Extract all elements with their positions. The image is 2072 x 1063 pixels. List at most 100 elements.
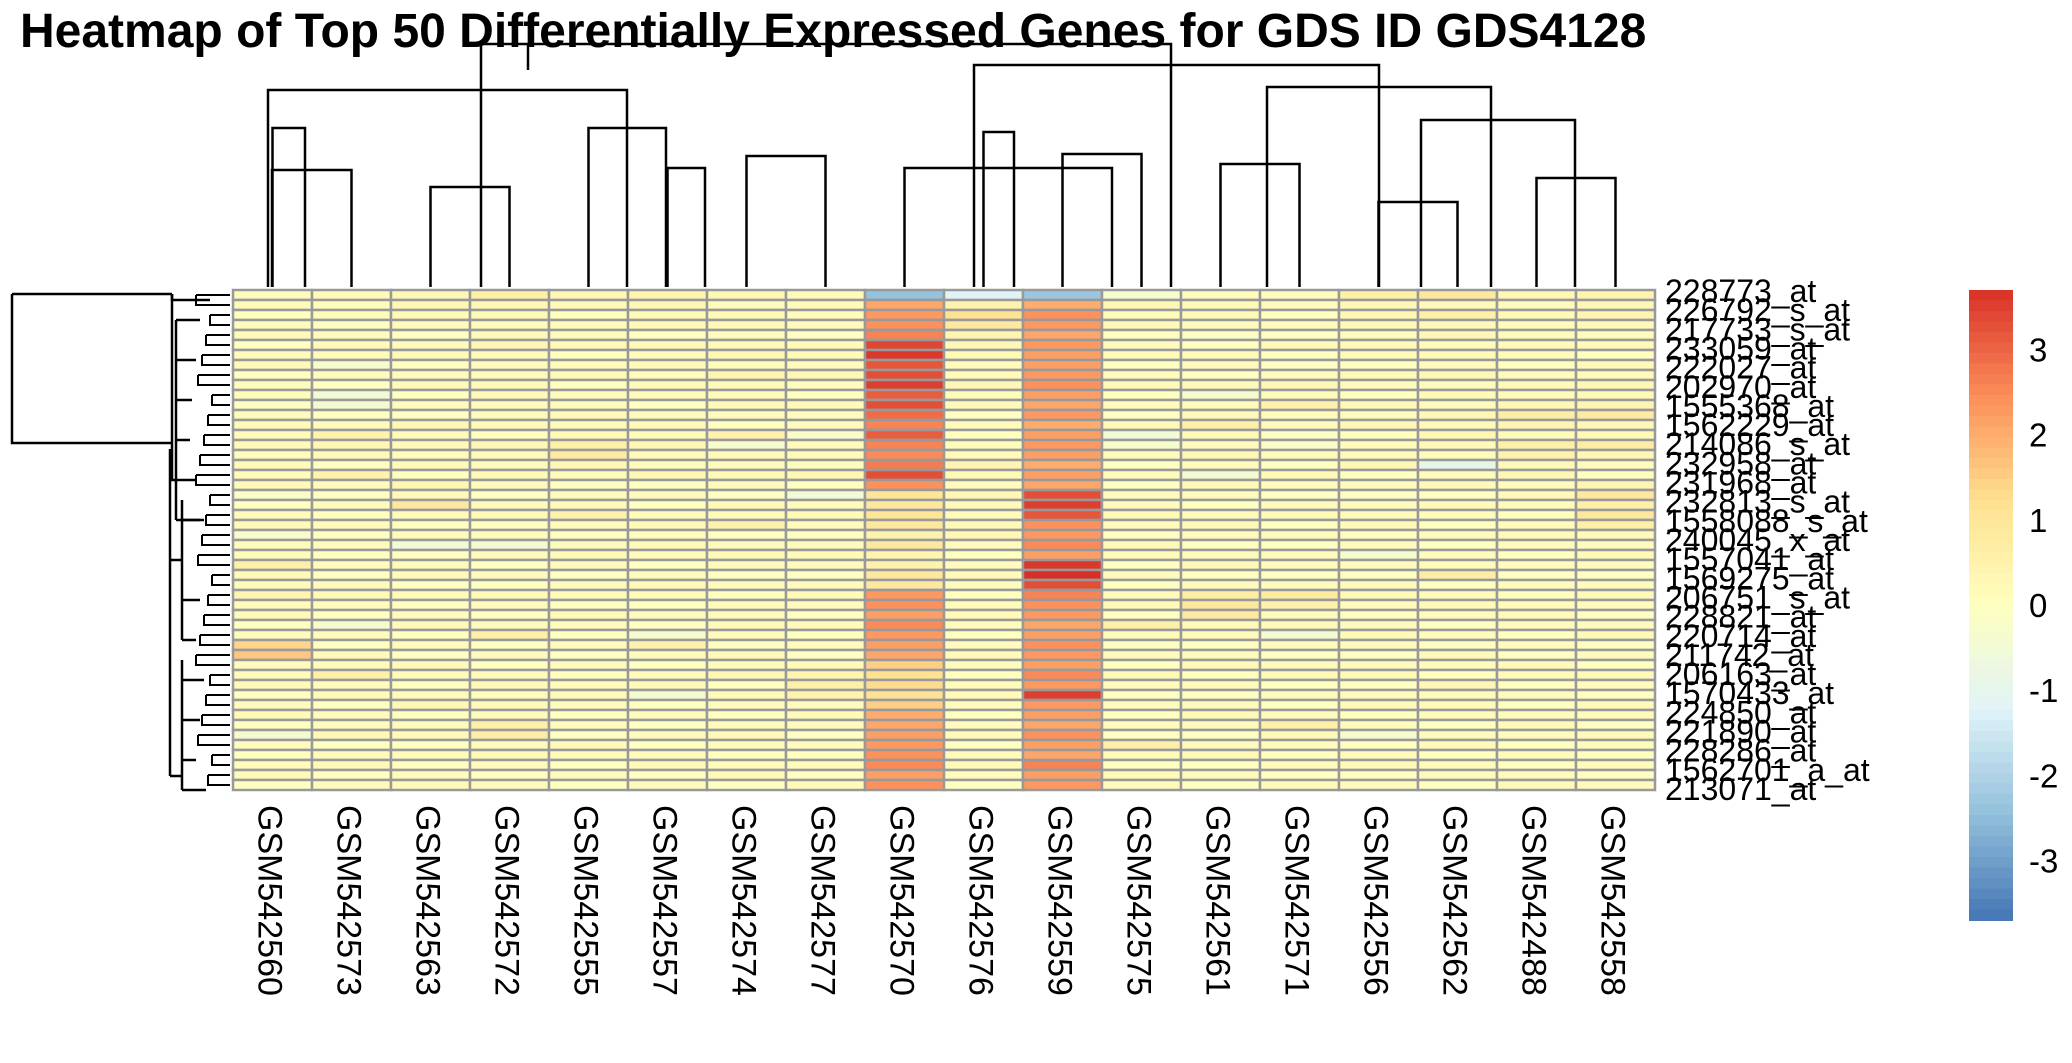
- heatmap-cell: [705, 718, 788, 732]
- heatmap-cell: [705, 288, 788, 302]
- heatmap-cell: [1258, 298, 1341, 312]
- row-label: 214086_s_at: [1665, 426, 1850, 462]
- heatmap-cell: [1021, 638, 1104, 652]
- heatmap-cell: [389, 688, 472, 702]
- heatmap-cell: [1416, 308, 1499, 322]
- heatmap-cell: [231, 318, 314, 332]
- heatmap-cell: [1021, 718, 1104, 732]
- heatmap-cell: [468, 588, 551, 602]
- row-label: 228286_at: [1665, 733, 1816, 769]
- heatmap-cell: [1179, 368, 1262, 382]
- heatmap-cell: [468, 458, 551, 472]
- heatmap-cell: [942, 688, 1025, 702]
- heatmap-cell: [310, 448, 393, 462]
- heatmap-cell: [863, 308, 946, 322]
- heatmap-cell: [626, 488, 709, 502]
- heatmap-cell: [231, 418, 314, 432]
- heatmap-cell: [942, 698, 1025, 712]
- heatmap-cell: [626, 378, 709, 392]
- heatmap-cell: [1179, 648, 1262, 662]
- heatmap-cell: [389, 678, 472, 692]
- heatmap-cell: [1021, 288, 1104, 302]
- heatmap-cell: [705, 458, 788, 472]
- heatmap-cell: [547, 548, 630, 562]
- heatmap-cell: [231, 328, 314, 342]
- heatmap-cell: [1258, 388, 1341, 402]
- heatmap-cell: [310, 498, 393, 512]
- column-label: GSM542560: [251, 805, 289, 996]
- heatmap-cell: [547, 728, 630, 742]
- heatmap-cell: [626, 508, 709, 522]
- row-label: 1562229_at: [1665, 407, 1834, 443]
- dendrogram-branch: [429, 185, 511, 287]
- colorbar-step: [1969, 647, 2013, 659]
- heatmap-cell: [1100, 398, 1183, 412]
- colorbar-step: [1969, 605, 2013, 617]
- heatmap-cell: [626, 428, 709, 442]
- heatmap-cell: [1495, 388, 1578, 402]
- heatmap-cell: [389, 438, 472, 452]
- dendrogram-branch: [170, 449, 176, 482]
- heatmap-cell: [705, 498, 788, 512]
- heatmap-cell: [468, 558, 551, 572]
- heatmap-cell: [310, 458, 393, 472]
- heatmap-cell: [1021, 388, 1104, 402]
- heatmap-cell: [1179, 398, 1262, 412]
- heatmap-cell: [1337, 308, 1420, 322]
- heatmap-cell: [1495, 528, 1578, 542]
- heatmap-cell: [1258, 488, 1341, 502]
- heatmap-cell: [784, 558, 867, 572]
- heatmap-cell: [942, 568, 1025, 582]
- heatmap-cell: [1258, 308, 1341, 322]
- heatmap-cell: [1416, 428, 1499, 442]
- heatmap-cell: [1337, 608, 1420, 622]
- heatmap-cell: [1574, 378, 1657, 392]
- column-label: GSM542561: [1199, 805, 1237, 996]
- heatmap-cell: [1100, 678, 1183, 692]
- heatmap-cell: [310, 468, 393, 482]
- heatmap-cell: [1100, 558, 1183, 572]
- heatmap-cell: [468, 408, 551, 422]
- row-label: 226792_s_at: [1665, 292, 1850, 328]
- heatmap-cell: [784, 738, 867, 752]
- heatmap-cell: [547, 418, 630, 432]
- heatmap-cell: [1337, 598, 1420, 612]
- heatmap-cell: [942, 768, 1025, 782]
- heatmap-cell: [1337, 658, 1420, 672]
- heatmap-cell: [1258, 618, 1341, 632]
- heatmap-cell: [863, 618, 946, 632]
- heatmap-cell: [1337, 468, 1420, 482]
- heatmap-cell: [626, 408, 709, 422]
- heatmap-cell: [547, 358, 630, 372]
- heatmap-cell: [310, 718, 393, 732]
- heatmap-cell: [468, 308, 551, 322]
- heatmap-cell: [1416, 518, 1499, 532]
- colorbar-step: [1969, 878, 2013, 890]
- heatmap-cell: [1100, 448, 1183, 462]
- heatmap-cell: [310, 288, 393, 302]
- heatmap-cell: [1337, 338, 1420, 352]
- heatmap-cell: [310, 598, 393, 612]
- heatmap-cell: [863, 778, 946, 792]
- heatmap-cell: [1179, 308, 1262, 322]
- heatmap-cell: [468, 718, 551, 732]
- heatmap-cell: [231, 428, 314, 442]
- colorbar-step: [1969, 857, 2013, 869]
- heatmap-cell: [468, 398, 551, 412]
- heatmap-cell: [1337, 428, 1420, 442]
- heatmap-cell: [468, 538, 551, 552]
- colorbar-step: [1969, 479, 2013, 491]
- heatmap-cell: [1258, 718, 1341, 732]
- heatmap-cell: [389, 328, 472, 342]
- heatmap-cell: [626, 568, 709, 582]
- heatmap-cell: [1179, 728, 1262, 742]
- heatmap-cell: [1258, 468, 1341, 482]
- heatmap-cell: [784, 718, 867, 732]
- column-label: GSM542556: [1357, 805, 1395, 996]
- colorbar-step: [1969, 300, 2013, 312]
- heatmap-cell: [784, 428, 867, 442]
- heatmap-cell: [863, 628, 946, 642]
- heatmap-cell: [468, 698, 551, 712]
- dendrogram-branch: [271, 126, 307, 287]
- heatmap-cell: [1337, 778, 1420, 792]
